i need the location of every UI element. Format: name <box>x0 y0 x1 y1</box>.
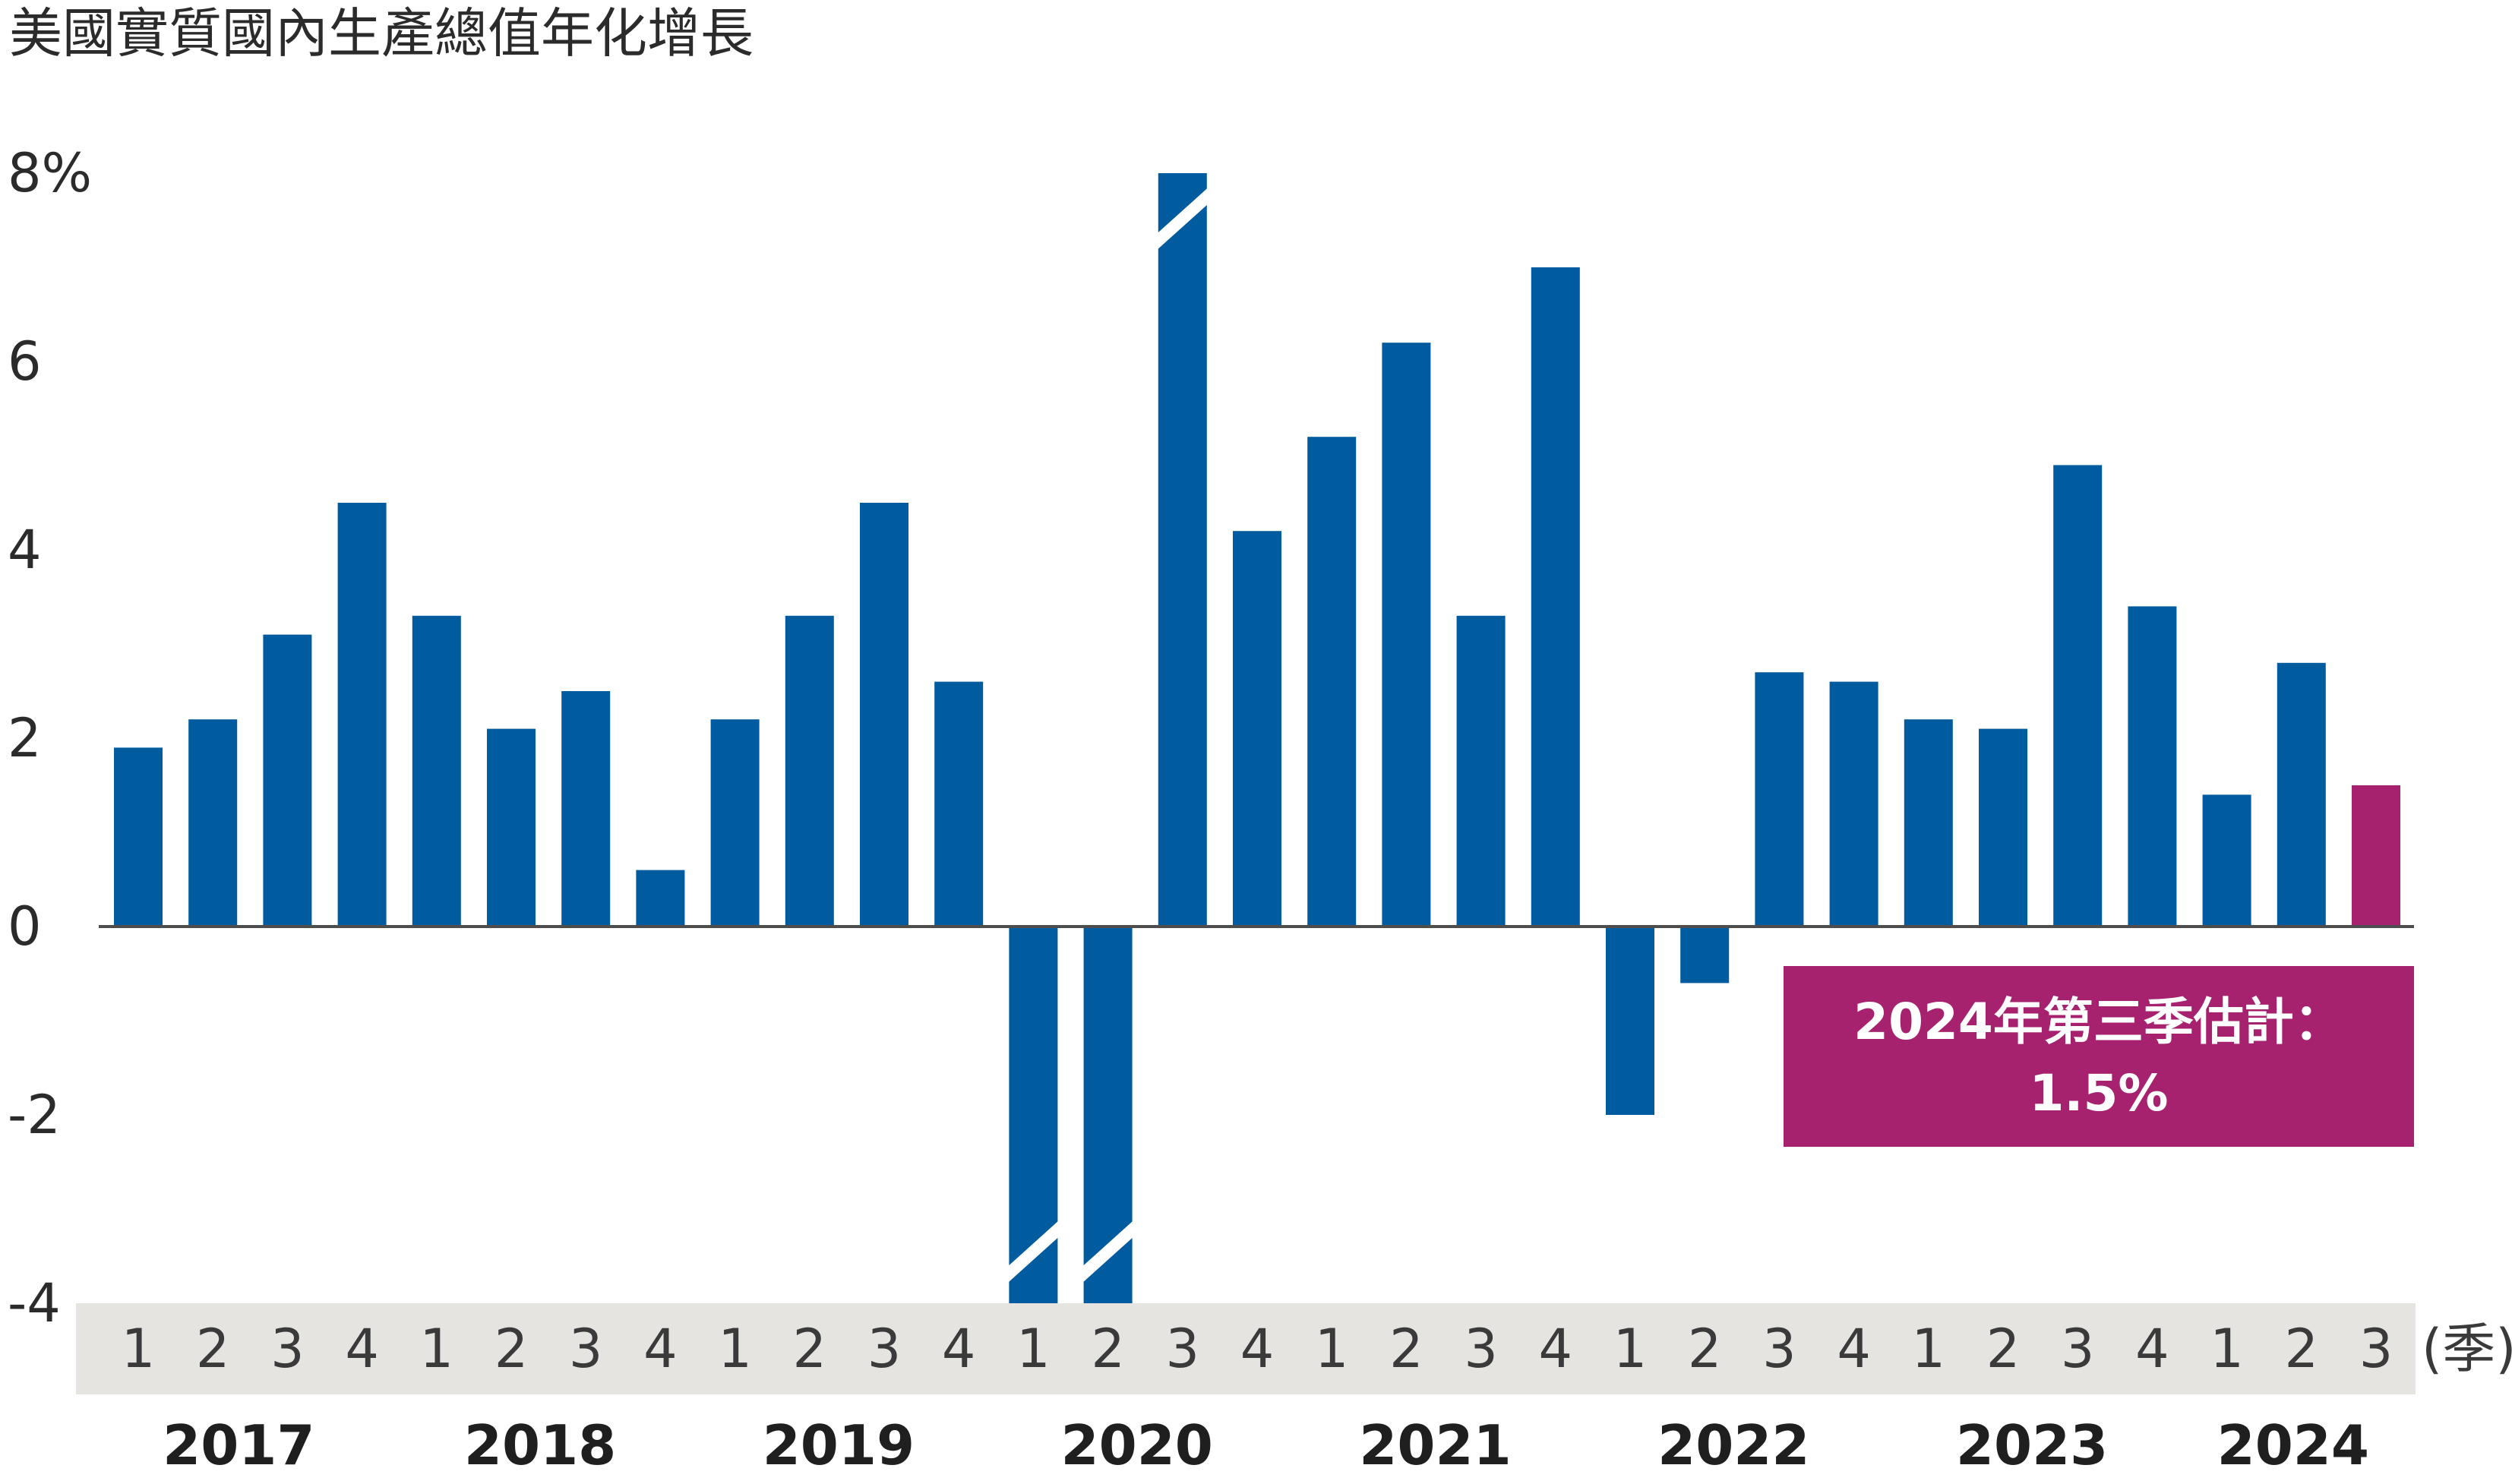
bar <box>1233 531 1281 927</box>
quarter-label: 3 <box>569 1318 603 1380</box>
quarter-label: 1 <box>1016 1318 1051 1380</box>
quarter-band-segment <box>977 1303 1297 1394</box>
bar <box>263 634 312 927</box>
chart-title: 美國實質國內生產總值年化增長 <box>9 2 754 65</box>
bar <box>1680 927 1730 984</box>
y-tick-label: 4 <box>8 519 42 581</box>
quarter-label: 3 <box>2061 1318 2095 1380</box>
quarter-label: 4 <box>643 1318 678 1380</box>
year-label: 2019 <box>763 1413 915 1477</box>
annotation-line-2: 1.5% <box>2029 1064 2168 1122</box>
bar <box>337 503 387 927</box>
bar <box>785 615 834 927</box>
quarter-label: 3 <box>1464 1318 1498 1380</box>
quarter-label: 1 <box>420 1318 454 1380</box>
bar <box>1158 173 1207 927</box>
year-axis: 2017 2018 2019 2020 2021 2022 2023 2024 <box>163 1413 2369 1477</box>
year-label: 2021 <box>1359 1413 1511 1477</box>
break-mark <box>1073 1220 1142 1284</box>
quarter-band-segment <box>2170 1303 2416 1394</box>
year-label: 2017 <box>163 1413 314 1477</box>
y-tick-label: 6 <box>8 330 42 393</box>
quarter-label: 2 <box>196 1318 230 1380</box>
bar <box>2128 606 2177 927</box>
bar-highlight <box>2352 785 2400 927</box>
annotation-line-1: 2024年第三季估計： <box>1853 993 2344 1051</box>
quarter-label: 2 <box>793 1318 827 1380</box>
bar <box>636 870 685 927</box>
quarter-label: 4 <box>942 1318 976 1380</box>
quarter-label: 4 <box>345 1318 379 1380</box>
bar <box>1979 728 2027 927</box>
year-label: 2020 <box>1061 1413 1213 1477</box>
break-mark <box>1148 187 1218 251</box>
bar <box>2277 662 2326 927</box>
quarter-label: 4 <box>1240 1318 1275 1380</box>
year-label: 2018 <box>464 1413 616 1477</box>
bar <box>710 719 760 927</box>
quarter-label: 2 <box>1986 1318 2021 1380</box>
bar <box>1755 672 1804 927</box>
axis-break-marks <box>999 187 1218 1284</box>
quarter-label: 4 <box>2135 1318 2169 1380</box>
quarter-label: 4 <box>1539 1318 1573 1380</box>
year-label: 2024 <box>2217 1413 2369 1477</box>
quarter-band-segment <box>1574 1303 1894 1394</box>
quarter-label: 3 <box>1166 1318 1200 1380</box>
quarter-label: 1 <box>718 1318 752 1380</box>
quarter-label: 3 <box>2359 1318 2394 1380</box>
bar <box>1382 343 1431 927</box>
quarter-label: 2 <box>1389 1318 1423 1380</box>
quarter-band-segment <box>1872 1303 2192 1394</box>
bar <box>1307 437 1357 927</box>
y-tick-label: -4 <box>8 1272 61 1334</box>
quarter-label: 2 <box>1688 1318 1722 1380</box>
bar <box>934 681 984 927</box>
quarter-band-segment <box>380 1303 700 1394</box>
quarter-unit-label: (季) <box>2422 1318 2512 1380</box>
quarter-label: 1 <box>1912 1318 1946 1380</box>
bar <box>1456 615 1506 927</box>
y-tick-label: 2 <box>8 707 42 769</box>
bar <box>860 503 908 927</box>
quarter-band-segment <box>76 1303 402 1394</box>
quarter-label: 1 <box>1613 1318 1648 1380</box>
bar <box>561 691 611 927</box>
bar <box>1904 719 1953 927</box>
bar <box>2053 465 2103 927</box>
y-tick-label: -2 <box>8 1084 61 1146</box>
bar <box>2202 794 2251 927</box>
quarter-band-segment <box>1275 1303 1595 1394</box>
bar <box>1531 267 1580 927</box>
break-mark <box>999 1220 1068 1284</box>
quarter-label: 3 <box>867 1318 902 1380</box>
annotation-box: 2024年第三季估計： 1.5% <box>1784 966 2414 1147</box>
quarter-label: 3 <box>270 1318 305 1380</box>
bar <box>1829 681 1878 927</box>
bar <box>487 728 536 927</box>
quarter-label: 1 <box>122 1318 156 1380</box>
quarter-axis: 1 2 3 4 1 2 3 4 1 2 3 4 1 2 3 4 1 2 3 4 1 2 3 4 1 2 3 4 1 2 3 (季) <box>76 1303 2512 1394</box>
quarter-label: 1 <box>1315 1318 1349 1380</box>
quarter-label: 1 <box>2210 1318 2244 1380</box>
quarter-label: 2 <box>495 1318 529 1380</box>
year-label: 2023 <box>1956 1413 2108 1477</box>
quarter-label: 2 <box>2285 1318 2319 1380</box>
year-label: 2022 <box>1657 1413 1809 1477</box>
y-tick-label: 0 <box>8 895 42 958</box>
quarter-label: 2 <box>1091 1318 1125 1380</box>
bar <box>188 719 238 927</box>
quarter-label: 3 <box>1762 1318 1796 1380</box>
quarter-band-segment <box>678 1303 999 1394</box>
y-axis: 8% 6 4 2 0 -2 -4 <box>8 142 92 1334</box>
annotation-background <box>1784 966 2414 1147</box>
bar <box>412 615 461 927</box>
bar <box>114 747 163 927</box>
y-tick-label: 8% <box>8 142 92 204</box>
bar <box>1606 927 1654 1115</box>
quarter-label: 4 <box>1837 1318 1871 1380</box>
